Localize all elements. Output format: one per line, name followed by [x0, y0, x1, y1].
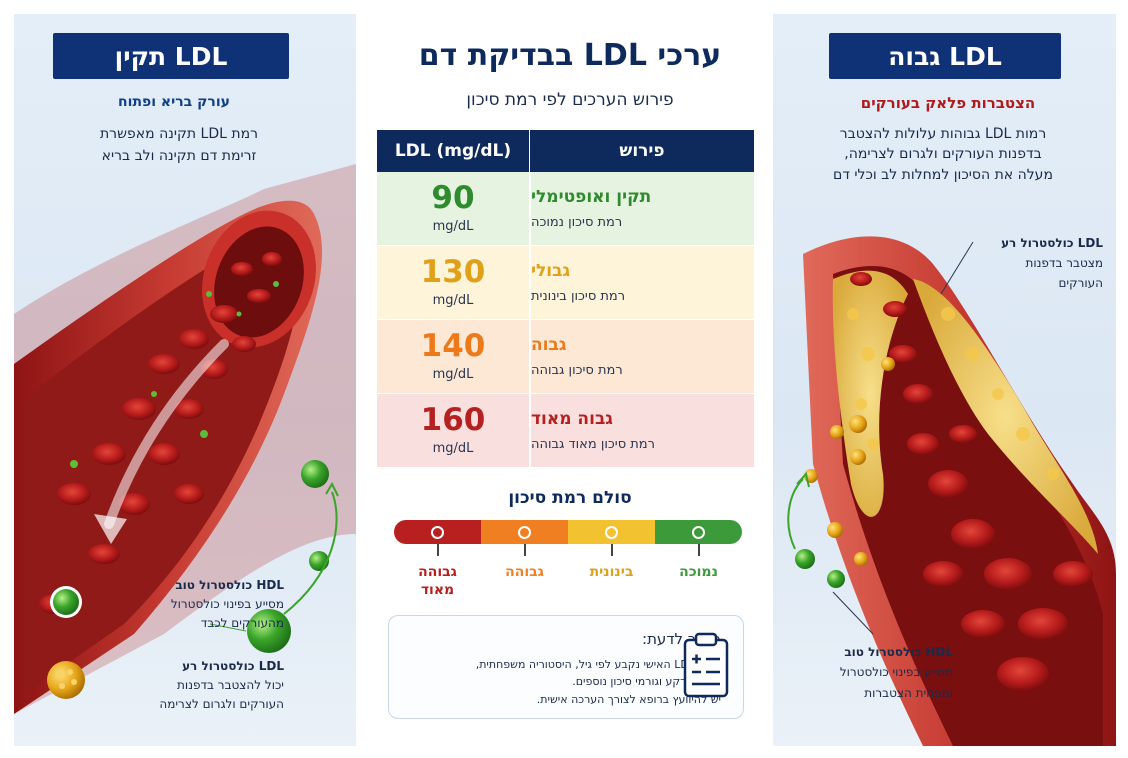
header-value: LDL (mg/dL) — [394, 141, 512, 161]
table-row: 90 mg/dL תקין ואופטימלי רמת סיכון נמוכה — [377, 172, 754, 246]
left-description-line: זרימת דם תקינה ולב בריא — [101, 147, 257, 164]
interpretation-cell: גבולי רמת סיכון בינונית — [529, 246, 754, 319]
interpretation-cell: תקין ואופטימלי רמת סיכון נמוכה — [529, 172, 754, 245]
ldl-unit: mg/dL — [432, 219, 474, 234]
ldl-unit: mg/dL — [432, 441, 474, 456]
scale-marker — [518, 525, 531, 539]
value-cell: 140 mg/dL — [377, 320, 529, 393]
note-line: יש להיוועץ ברופא לצורך הערכה אישית. — [536, 692, 721, 706]
scale-label: גבוהה מאוד — [418, 564, 457, 598]
level-label: גבוה — [531, 335, 567, 355]
table-row: 160 mg/dL גבוה מאוד רמת סיכון מאוד גבוהה — [377, 394, 754, 468]
scale-segment — [394, 520, 481, 544]
normal-ldl-tag: LDL תקין — [53, 33, 289, 79]
right-hdl-legend: HDL כולסטרול טוב מסייע בפינוי כולסטרול ו… — [793, 642, 953, 703]
right-description-line: בדפנות העורקים ולגרום לצרימה, — [844, 146, 1042, 163]
right-description-line: מעלה את הסיכון למחלות לב וכלי דם — [833, 166, 1053, 183]
scale-segment — [655, 520, 742, 544]
ldl-unit: mg/dL — [432, 293, 474, 308]
table-row: 140 mg/dL גבוה רמת סיכון גבוהה — [377, 320, 754, 394]
left-description: רמת LDL תקינה מאפשרת זרימת דם תקינה ולב … — [34, 124, 324, 167]
scale-tick — [436, 544, 439, 556]
right-ldl-legend: LDL כולסטרול רע מצטבר בדפנות העורקים — [968, 234, 1103, 293]
right-panel: LDL גבוה הצטברות פלאק בעורקים רמות LDL ג… — [773, 14, 1116, 746]
level-label: גבוה מאוד — [531, 409, 613, 429]
ldl-unit: mg/dL — [432, 367, 474, 382]
left-ldl-title: LDL כולסטרול רע — [182, 659, 284, 673]
level-label: גבולי — [531, 261, 571, 281]
ldl-value: 130 — [420, 254, 486, 290]
value-cell: 90 mg/dL — [377, 172, 529, 245]
plaque-artery-illustration — [787, 236, 1116, 746]
risk-label: רמת סיכון גבוהה — [531, 363, 623, 378]
right-description: רמות LDL גבוהות עלולות להצטבר בדפנות העו… — [783, 124, 1103, 185]
scale-title: סולם רמת סיכון — [508, 488, 632, 508]
scale-tick — [610, 544, 613, 556]
left-panel: LDL תקין עורק בריא ופתוח רמת LDL תקינה מ… — [14, 14, 356, 746]
scale-segment — [568, 520, 655, 544]
value-cell: 160 mg/dL — [377, 394, 529, 467]
table-header: LDL (mg/dL) פירוש — [377, 130, 754, 172]
left-ldl-legend: LDL כולסטרול רע יכול להצטבר בדפנות העורק… — [94, 657, 284, 715]
scale-marker — [692, 525, 705, 539]
scale-marker — [431, 525, 444, 539]
page-title: ערכי LDL בבדיקת דם — [418, 38, 722, 73]
scale-label: נמוכה — [679, 564, 718, 580]
right-hdl-line: ומפחית הצטברות — [864, 685, 953, 700]
right-description-line: רמות LDL גבוהות עלולות להצטבר — [839, 126, 1047, 142]
scale-label: בינונית — [589, 564, 634, 580]
high-ldl-tag: LDL גבוה — [829, 33, 1061, 79]
level-label: תקין ואופטימלי — [531, 187, 652, 207]
left-ldl-line: העורקים ולגרום לצרימה — [159, 697, 284, 712]
left-ldl-line: יכול להצטבר בדפנות — [177, 678, 284, 693]
healthy-artery-illustration — [14, 164, 356, 714]
page-subtitle: פירוש הערכים לפי רמת סיכון — [466, 90, 674, 110]
ldl-value: 160 — [420, 402, 486, 438]
risk-label: רמת סיכון בינונית — [531, 289, 626, 304]
risk-label: רמת סיכון מאוד גבוהה — [531, 437, 655, 452]
risk-label: רמת סיכון נמוכה — [531, 215, 623, 230]
left-hdl-legend: HDL כולסטרול טוב מסייע בפינוי כולסטרול מ… — [94, 576, 284, 634]
left-hdl-title: HDL כולסטרול טוב — [175, 578, 284, 592]
left-description-line: רמת LDL תקינה מאפשרת — [99, 126, 258, 142]
scale-marker — [605, 525, 618, 539]
clipboard-icon — [683, 632, 729, 698]
plaque-heading: הצטברות פלאק בעורקים — [860, 94, 1036, 112]
right-hdl-title: HDL כולסטרול טוב — [844, 645, 953, 659]
healthy-artery-heading: עורק בריא ופתוח — [118, 94, 230, 110]
table-body: 90 mg/dL תקין ואופטימלי רמת סיכון נמוכה 130 m… — [377, 172, 754, 468]
scale-label: גבוהה — [505, 564, 544, 580]
ldl-table: LDL (mg/dL) פירוש 90 mg/dL תקין ואופטימלי ר… — [377, 130, 754, 468]
header-interpretation: פירוש — [529, 130, 754, 172]
scale-tick — [523, 544, 526, 556]
ldl-value: 140 — [420, 328, 486, 364]
value-cell: 130 mg/dL — [377, 246, 529, 319]
ldl-value: 90 — [431, 180, 475, 216]
table-row: 130 mg/dL גבולי רמת סיכון בינונית — [377, 246, 754, 320]
left-hdl-line: מסייע בפינוי כולסטרול — [170, 597, 284, 612]
interpretation-cell: גבוה רמת סיכון גבוהה — [529, 320, 754, 393]
risk-scale-bar — [394, 520, 742, 544]
right-ldl-line: העורקים — [1058, 275, 1103, 290]
left-hdl-line: מהעורקים לכבד — [200, 616, 284, 631]
right-ldl-line: מצטבר בדפנות — [1025, 255, 1103, 270]
right-ldl-title: LDL כולסטרול רע — [1001, 236, 1103, 250]
right-hdl-line: מסייע בפינוי כולסטרול — [839, 665, 953, 680]
scale-segment — [481, 520, 568, 544]
interpretation-cell: גבוה מאוד רמת סיכון מאוד גבוהה — [529, 394, 754, 467]
scale-tick — [697, 544, 700, 556]
